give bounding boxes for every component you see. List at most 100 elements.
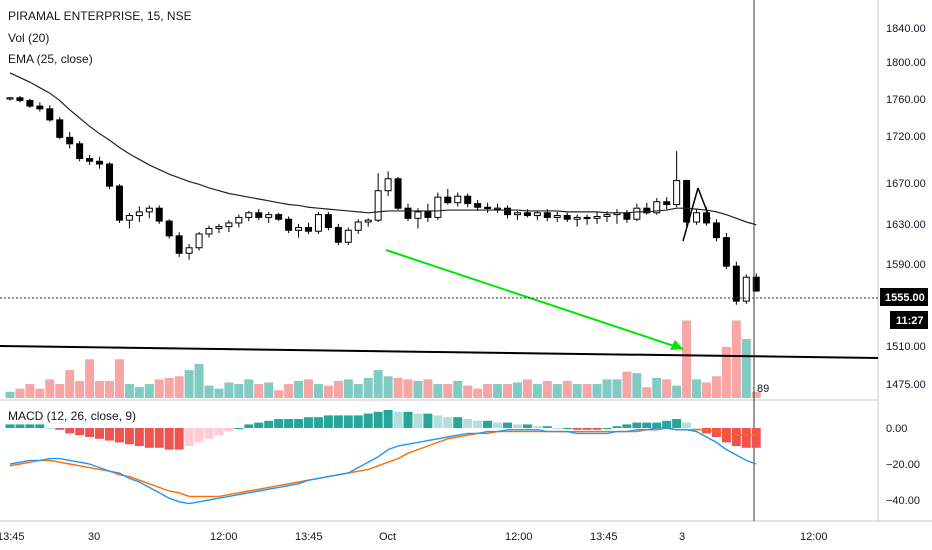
volume-bar — [403, 379, 413, 398]
volume-bar — [323, 385, 333, 398]
candle-body — [683, 180, 691, 223]
volume-bar — [333, 380, 343, 398]
candle-body — [185, 247, 193, 254]
volume-bar — [45, 379, 55, 398]
volume-bar — [483, 384, 493, 398]
macd-axis[interactable]: 0.00 −20.00 −40.00 — [886, 423, 920, 507]
last-price-badge — [880, 288, 928, 306]
volume-bar — [204, 385, 214, 398]
macd-hist-bar — [323, 415, 333, 428]
price-tick: 1670.00 — [886, 178, 926, 190]
volume-bar — [721, 346, 731, 398]
candle-body — [155, 207, 163, 222]
macd-hist-bar — [751, 428, 761, 448]
volume-bar — [105, 380, 114, 398]
volume-bar — [503, 384, 512, 398]
macd-hist-bar — [493, 422, 503, 428]
volume-bars — [5, 320, 761, 398]
macd-hist-bar — [35, 424, 45, 428]
candle-body — [434, 196, 442, 218]
macd-hist-bar — [194, 428, 204, 443]
macd-hist-bar — [254, 422, 264, 428]
volume-bar — [662, 379, 672, 398]
macd-hist-bar — [284, 419, 294, 428]
volume-bar — [214, 388, 224, 398]
candle-body — [653, 201, 661, 214]
candle-body — [36, 105, 44, 110]
macd-hist-bar — [522, 424, 532, 428]
macd-hist-bar — [45, 428, 55, 429]
volume-bar — [373, 370, 383, 398]
macd-histogram — [5, 410, 761, 450]
volume-indicator-label[interactable]: Vol (20) — [8, 31, 50, 45]
support-trendline[interactable] — [0, 345, 879, 359]
candle-body — [175, 235, 183, 254]
candle-body — [354, 221, 362, 231]
candle-body — [195, 233, 203, 249]
candle-body — [504, 207, 511, 216]
green-arrow-head — [670, 340, 683, 350]
macd-hist-bar — [672, 419, 682, 428]
volume-bar — [413, 380, 423, 398]
candle-body — [623, 212, 631, 220]
macd-hist-bar — [234, 428, 244, 429]
ema-indicator-label[interactable]: EMA (25, close) — [8, 52, 93, 66]
macd-indicator-label[interactable]: MACD (12, 26, close, 9) — [8, 409, 137, 423]
volume-bar — [154, 379, 164, 398]
macd-hist-bar — [75, 428, 85, 436]
macd-hist-bar — [532, 426, 542, 428]
candle-body — [444, 196, 452, 204]
short-trendline-up[interactable] — [682, 187, 699, 242]
volume-bar — [592, 384, 602, 398]
candle-body — [633, 207, 641, 220]
green-arrow-line[interactable] — [385, 249, 684, 350]
candle-body — [454, 195, 462, 204]
macd-hist-bar — [114, 428, 124, 443]
candle-body — [255, 212, 263, 218]
macd-hist-bar — [602, 428, 612, 429]
macd-hist-bar — [244, 424, 254, 428]
volume-bar — [15, 388, 25, 398]
macd-hist-bar — [174, 428, 184, 450]
candle-body — [215, 226, 223, 229]
volume-bar — [711, 376, 721, 398]
volume-bar — [224, 382, 234, 398]
volume-bar — [65, 370, 75, 398]
macd-signal-line — [9, 427, 757, 498]
macd-hist-bar — [363, 413, 373, 428]
volume-bar — [5, 391, 15, 398]
symbol-title[interactable]: PIRAMAL ENTERPRISE, 15, NSE — [8, 9, 192, 23]
time-tick: 12:00 — [210, 531, 238, 543]
candle-body — [285, 218, 293, 231]
macd-hist-bar — [512, 424, 522, 428]
price-tick: 1630.00 — [886, 219, 926, 231]
candle-body — [533, 212, 541, 217]
candle-body — [245, 212, 253, 218]
macd-hist-bar — [702, 428, 711, 434]
candle-body — [722, 237, 730, 267]
volume-bar — [652, 377, 662, 398]
volume-bar — [493, 384, 503, 398]
macd-hist-bar — [134, 428, 144, 446]
candle-body — [583, 216, 591, 220]
macd-hist-bar — [214, 428, 224, 436]
price-tick: 1760.00 — [886, 94, 926, 106]
macd-hist-bar — [711, 428, 721, 437]
volume-bar — [95, 380, 105, 398]
time-axis[interactable]: 13:45 30 12:00 13:45 Oct 12:00 13:45 3 1… — [0, 531, 828, 543]
candle-body — [165, 220, 173, 237]
volume-bar — [75, 380, 85, 398]
macd-line — [9, 427, 757, 505]
candle-body — [523, 212, 531, 217]
candle-body — [394, 178, 402, 209]
price-axis[interactable]: 1840.00 1800.00 1760.00 1720.00 1670.00 … — [886, 23, 926, 391]
macd-hist-bar — [343, 415, 353, 428]
volume-bar — [363, 377, 373, 398]
short-trendline-down[interactable] — [697, 187, 711, 220]
candle-body — [494, 207, 502, 210]
volume-bar — [692, 379, 702, 398]
volume-bar — [55, 384, 65, 398]
volume-bar — [85, 359, 95, 398]
candle-body — [374, 190, 382, 221]
